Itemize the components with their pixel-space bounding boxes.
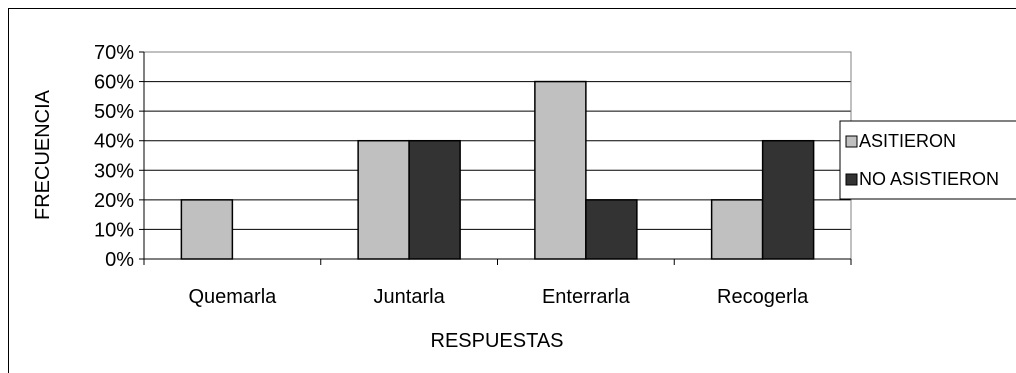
bar-no-asistieron — [761, 139, 815, 260]
y-tick-label: 70% — [94, 42, 134, 64]
legend-swatch — [845, 135, 858, 148]
x-axis-title: RESPUESTAS — [431, 330, 564, 352]
bar-no-asistieron — [585, 199, 638, 260]
y-tick-label: 50% — [94, 101, 134, 123]
x-tick-label: Recogerla — [717, 286, 809, 308]
legend-swatch — [845, 173, 858, 186]
y-tick-label: 60% — [94, 72, 134, 94]
bar-asitieron — [180, 199, 234, 260]
x-tick-label: Quemarla — [188, 286, 277, 308]
bar-asitieron — [357, 139, 410, 260]
x-tick-label: Juntarla — [374, 286, 446, 308]
legend: ASITIERON NO ASISTIERON — [839, 120, 1016, 200]
bar-asitieron — [534, 80, 587, 260]
y-tick-label: 0% — [105, 249, 134, 271]
x-tick-labels: Quemarla Juntarla Enterrarla Recogerla — [188, 286, 809, 308]
y-tick-label: 20% — [94, 190, 134, 212]
bar-asitieron — [710, 199, 764, 260]
bar-no-asistieron — [408, 139, 461, 260]
axes — [139, 51, 852, 265]
bars — [180, 80, 815, 260]
legend-box — [839, 120, 1016, 200]
legend-label: NO ASISTIERON — [859, 169, 999, 189]
x-tick-label: Enterrarla — [542, 286, 631, 308]
y-tick-label: 40% — [94, 131, 134, 153]
y-tick-label: 10% — [94, 219, 134, 241]
legend-label: ASITIERON — [859, 131, 956, 151]
y-tick-labels: 0% 10% 20% 30% 40% 50% 60% 70% — [94, 42, 134, 271]
y-axis-title: FRECUENCIA — [32, 89, 54, 220]
y-tick-label: 30% — [94, 160, 134, 182]
